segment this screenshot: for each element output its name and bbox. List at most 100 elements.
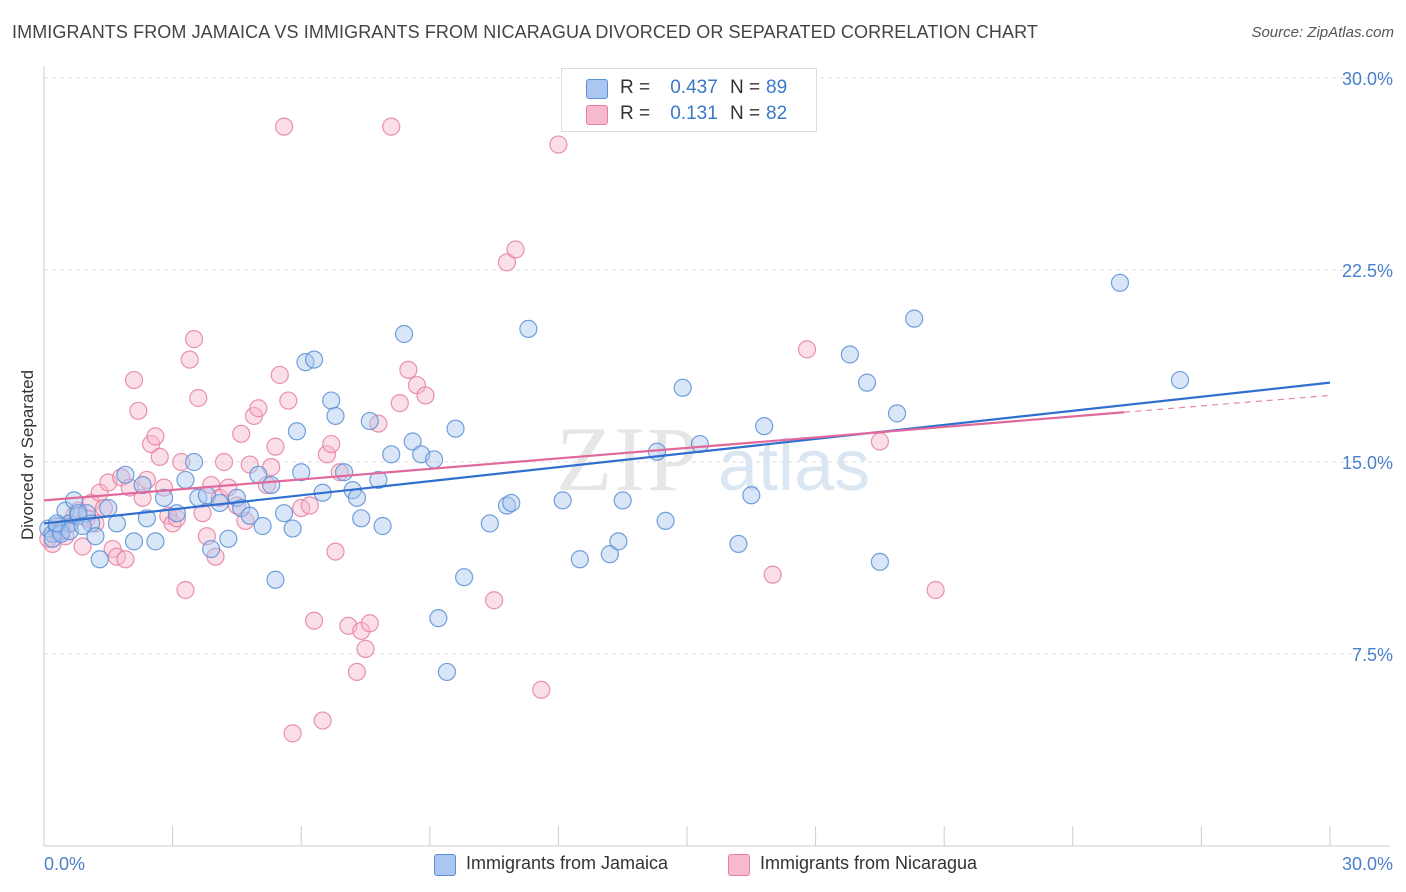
y-axis-label: Divorced or Separated — [18, 369, 37, 541]
jamaica-point — [609, 532, 628, 551]
nicaragua-point — [172, 452, 191, 472]
jamaica-point — [90, 550, 109, 569]
jamaica-point — [519, 319, 538, 338]
nicaragua-point — [304, 611, 324, 630]
nicaragua-point — [870, 432, 890, 451]
x-tick-label: 30.0% — [1342, 854, 1393, 874]
nicaragua-trend-line-dashed — [1124, 394, 1331, 413]
legend-swatch-pink — [586, 105, 608, 125]
jamaica-point — [176, 470, 195, 490]
nicaragua-point — [356, 639, 375, 658]
jamaica-point — [454, 568, 474, 587]
nicaragua-point — [797, 340, 817, 359]
jamaica-point — [287, 422, 307, 441]
jamaica-point — [253, 516, 272, 536]
jamaica-point — [502, 493, 521, 513]
correlation-legend: R = 0.437 N = 89 R = 0.131 N = 82 — [561, 68, 817, 132]
x-tick-label: 0.0% — [44, 854, 85, 874]
nicaragua-point — [926, 580, 945, 600]
jamaica-point — [570, 550, 589, 569]
nicaragua-point — [129, 401, 148, 420]
jamaica-point — [656, 511, 675, 530]
jamaica-point — [429, 609, 448, 628]
jamaica-point — [729, 534, 748, 554]
jamaica-point — [352, 509, 371, 528]
jamaica-point — [292, 463, 311, 482]
nicaragua-point — [416, 386, 435, 405]
jamaica-point — [133, 475, 152, 495]
nicaragua-point — [300, 496, 319, 515]
nicaragua-point — [214, 452, 234, 472]
jamaica-point — [553, 491, 572, 510]
nicaragua-point — [116, 550, 135, 569]
jamaica-point — [394, 324, 414, 344]
nicaragua-point — [266, 437, 285, 456]
nicaragua-point — [180, 350, 199, 369]
jamaica-point — [613, 491, 632, 510]
nicaragua-point — [232, 424, 251, 443]
blue-points — [39, 273, 1190, 682]
jamaica-point — [326, 406, 345, 426]
jamaica-point — [887, 404, 907, 423]
jamaica-point — [437, 662, 457, 682]
nicaragua-point — [317, 445, 337, 464]
nicaragua-point — [146, 427, 165, 446]
nicaragua-point — [274, 117, 294, 136]
jamaica-point — [360, 411, 379, 431]
jamaica-point — [382, 445, 401, 464]
nicaragua-trend-line — [43, 411, 1125, 502]
axes — [43, 66, 1390, 847]
jamaica-point — [86, 527, 105, 546]
jamaica-point — [73, 516, 92, 536]
n-value: 82 — [766, 103, 788, 124]
jamaica-point — [742, 486, 761, 505]
y-tick-label: 22.5% — [1342, 261, 1393, 281]
jamaica-point — [283, 519, 302, 538]
nicaragua-point — [313, 711, 332, 730]
r-value: 0.131 — [670, 103, 718, 124]
nicaragua-point — [270, 365, 289, 385]
nicaragua-point — [399, 360, 418, 379]
nicaragua-point — [390, 394, 409, 413]
nicaragua-point — [347, 662, 367, 682]
nicaragua-point — [189, 388, 208, 408]
nicaragua-point — [279, 391, 298, 410]
tick-labels: 7.5% 15.0% 22.5% 30.0% 0.0% 30.0% — [44, 69, 1393, 874]
y-tick-label: 15.0% — [1342, 453, 1393, 473]
nicaragua-point — [382, 117, 401, 136]
jamaica-point — [202, 539, 221, 559]
nicaragua-point — [485, 591, 504, 610]
legend-label-jamaica: Immigrants from Jamaica — [466, 853, 669, 873]
jamaica-point — [334, 463, 354, 482]
y-tick-label: 30.0% — [1342, 69, 1393, 89]
source-label: Source: ZipAtlas.com — [1251, 24, 1394, 41]
nicaragua-point — [360, 614, 379, 633]
jamaica-point — [480, 514, 499, 533]
jamaica-point — [369, 470, 388, 490]
n-value: 89 — [766, 77, 788, 98]
jamaica-point — [373, 516, 392, 536]
jamaica-point — [107, 514, 126, 533]
jamaica-point — [673, 378, 692, 397]
jamaica-point — [154, 488, 174, 507]
jamaica-point — [274, 504, 294, 523]
series-legend: Immigrants from Jamaica Immigrants from … — [0, 852, 1406, 878]
jamaica-point — [184, 452, 204, 472]
chart-title: IMMIGRANTS FROM JAMAICA VS IMMIGRANTS FR… — [12, 22, 1038, 42]
jamaica-point — [446, 419, 465, 438]
legend-swatch-pink — [728, 854, 750, 876]
r-value: 0.437 — [670, 77, 718, 98]
jamaica-point — [840, 345, 859, 364]
jamaica-trend-line — [43, 381, 1331, 525]
legend-label-nicaragua: Immigrants from Nicaragua — [760, 853, 978, 873]
jamaica-point — [262, 475, 281, 495]
nicaragua-point — [283, 724, 302, 743]
nicaragua-point — [150, 447, 169, 466]
nicaragua-point — [763, 565, 782, 584]
nicaragua-point — [124, 370, 144, 390]
trend-lines — [43, 381, 1331, 525]
legend-swatch-blue — [586, 79, 608, 99]
n-label: N = — [730, 103, 761, 124]
nicaragua-point — [322, 434, 341, 454]
nicaragua-point — [184, 330, 204, 349]
